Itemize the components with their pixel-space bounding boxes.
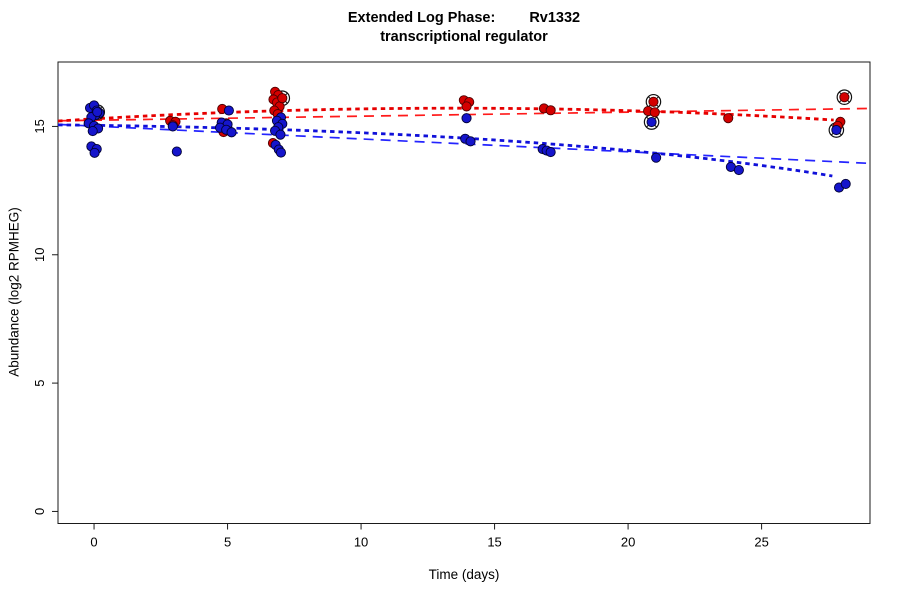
blue-data-point: [92, 107, 103, 118]
chart-subtitle: transcriptional regulator: [380, 29, 548, 45]
x-tick-label: 0: [90, 535, 97, 550]
y-tick-label: 5: [32, 379, 47, 386]
red-dotted-trend-line: [57, 106, 834, 123]
blue-data-point: [275, 147, 287, 158]
blue-data-point: [831, 124, 842, 136]
y-axis-label: Abundance (log2 RPMHEG): [6, 207, 22, 377]
chart-title-left: Extended Log Phase:: [347, 10, 496, 26]
blue-data-point: [275, 129, 286, 140]
blue-data-point: [461, 113, 472, 124]
x-axis-label: Time (days): [428, 567, 500, 582]
blue-data-point: [226, 127, 237, 138]
chart-title: Extended Log Phase: Rv1332: [58, 10, 870, 26]
x-tick-label: 15: [487, 535, 501, 550]
blue-data-point: [167, 121, 178, 132]
outlier-circle-marker: [836, 89, 853, 105]
red-data-point: [648, 96, 659, 107]
x-tick-label: 20: [621, 535, 635, 550]
y-tick-label: 15: [32, 119, 47, 133]
x-tick-label: 25: [754, 535, 768, 550]
plot-box: [57, 61, 871, 524]
red-data-point: [461, 101, 472, 112]
blue-data-point: [89, 147, 100, 158]
blue-data-point: [651, 152, 662, 163]
chart-title-gene: Rv1332: [529, 10, 581, 26]
blue-data-point: [545, 147, 556, 158]
blue-data-point: [840, 178, 851, 189]
red-data-point: [545, 105, 556, 116]
x-tick-label: 5: [224, 535, 231, 550]
blue-data-point: [646, 117, 657, 128]
y-tick-label: 0: [32, 508, 47, 515]
blue-data-point: [223, 105, 234, 116]
y-tick-label: 10: [32, 248, 47, 262]
blue-data-point: [171, 146, 182, 157]
red-data-point: [723, 113, 734, 124]
blue-data-point: [87, 125, 98, 137]
red-data-point: [839, 92, 850, 103]
red-data-point: [277, 93, 288, 104]
red-data-point: [649, 107, 660, 118]
blue-dashed-trend-line: [57, 123, 871, 165]
blue-data-point: [465, 136, 476, 147]
blue-data-point: [733, 165, 744, 176]
blue-dotted-trend-line: [57, 123, 833, 178]
x-tick-label: 10: [354, 535, 368, 550]
